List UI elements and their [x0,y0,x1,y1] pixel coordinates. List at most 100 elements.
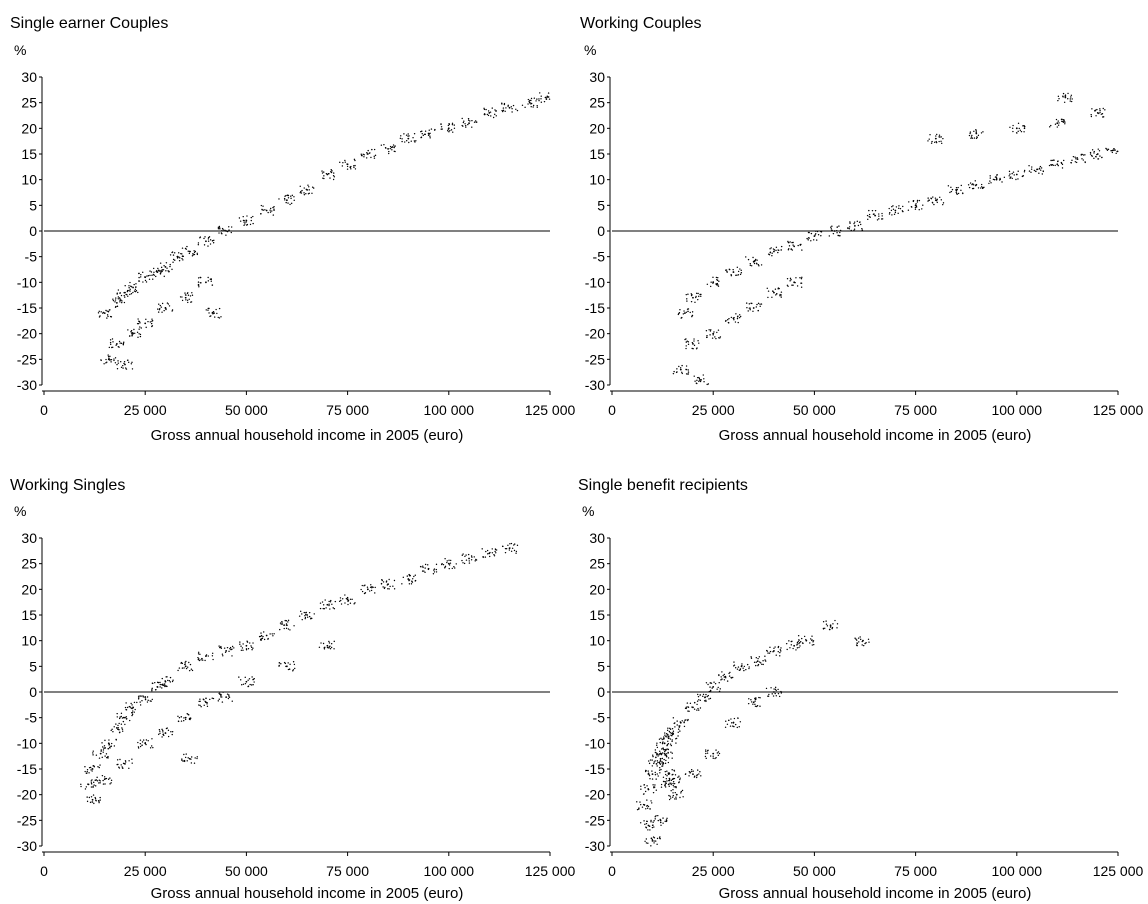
scatter-point [769,248,771,250]
scatter-point [338,600,341,603]
scatter-point [312,187,315,189]
scatter-point [158,729,161,731]
scatter-point [687,369,689,371]
scatter-point [344,161,346,163]
scatter-point [285,194,287,197]
scatter-point [408,579,411,581]
scatter-point [123,292,125,294]
scatter-point [192,253,194,255]
scatter-point [209,243,212,245]
scatter-point [740,272,743,274]
scatter-point [124,706,127,709]
scatter-point [655,778,657,780]
scatter-point [285,199,288,202]
scatter-point [168,305,171,307]
scatter-point [661,762,663,764]
scatter-point [161,311,163,313]
scatter-point [242,683,245,685]
scatter-point [666,780,668,782]
scatter-point [709,285,712,288]
scatter-point [755,698,757,701]
scatter-point [642,793,645,795]
scatter-point [105,753,108,755]
scatter-point [664,754,666,756]
scatter-point [250,645,252,647]
scatter-point [91,798,94,801]
scatter-point [792,244,794,246]
scatter-point [142,696,145,698]
scatter-point [970,137,972,140]
scatter-point [250,216,252,219]
scatter-point [1057,95,1060,98]
scatter-point [461,559,463,562]
scatter-point [329,601,332,603]
scatter-point [705,752,707,755]
scatter-point [679,778,681,781]
scatter-point [655,756,657,758]
scatter-point [548,98,551,100]
scatter-point [106,317,108,319]
scatter-point [374,586,376,589]
scatter-point [253,681,255,683]
scatter-point [163,275,165,278]
scatter-point [718,674,720,676]
scatter-point [384,586,386,589]
scatter-point [950,186,952,189]
scatter-point [732,268,734,271]
scatter-point [992,178,995,181]
scatter-point [1009,126,1011,128]
scatter-point [198,286,200,288]
scatter-point [693,375,695,377]
scatter-point [333,176,336,178]
scatter-point [1063,159,1065,162]
scatter-point [247,679,249,681]
scatter-point [773,691,775,693]
scatter-point [678,726,681,728]
scatter-point [147,320,149,323]
scatter-point [536,106,538,108]
scatter-point [197,281,200,283]
scatter-point [528,100,530,103]
scatter-point [474,120,477,122]
scatter-point [640,785,642,787]
scatter-point [1055,118,1058,121]
scatter-point [681,316,683,319]
scatter-point [652,784,654,786]
scatter-point [648,774,651,777]
scatter-point [673,786,675,788]
scatter-point [975,132,978,135]
scatter-point [795,277,797,279]
scatter-point [668,785,670,787]
scatter-point [849,221,851,223]
scatter-point [125,702,127,704]
scatter-point [850,229,852,232]
scatter-point [1074,161,1077,163]
scatter-point [815,230,817,232]
scatter-point [828,235,831,237]
scatter-point [217,700,219,702]
scatter-point [716,279,719,282]
scatter-point [706,283,709,286]
scatter-point [88,772,90,774]
scatter-point [166,685,168,688]
scatter-point [464,123,466,125]
scatter-point [746,663,749,666]
scatter-point [747,310,749,312]
scatter-point [125,708,127,711]
x-tick-label: 100 000 [423,402,474,418]
y-tick-label: 10 [21,172,37,188]
scatter-point [755,664,757,667]
scatter-point [331,170,333,172]
scatter-point [128,705,131,708]
scatter-point [223,647,226,649]
scatter-point [114,299,117,301]
scatter-point [1033,169,1036,172]
scatter-point [117,362,120,364]
scatter-point [689,702,692,705]
scatter-point [116,368,119,370]
scatter-point [770,247,772,249]
scatter-point [836,226,839,228]
scatter-point [137,698,140,700]
scatter-point [93,802,95,805]
